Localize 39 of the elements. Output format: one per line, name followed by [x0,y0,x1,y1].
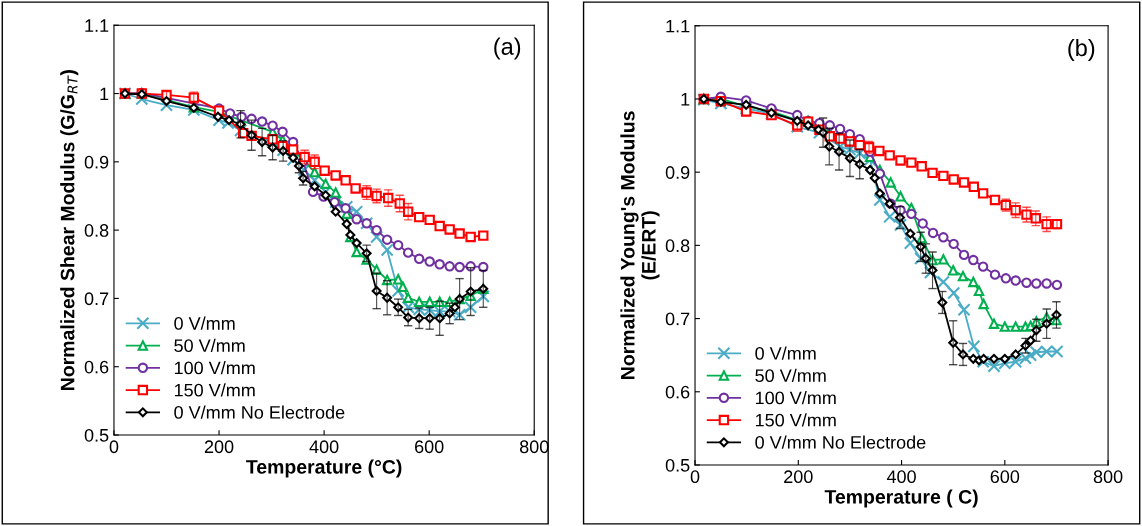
y-tick-label: 0.5 [84,428,109,442]
x-tick-label: 600 [990,470,1020,484]
x-tick-label: 400 [309,440,339,454]
y-tick-label: 0.5 [665,458,690,472]
x-tick-label: 0 [109,440,119,454]
y-tick-label: 0.6 [84,360,109,374]
y-tick-label: 1.1 [85,19,109,32]
legend-label: 0 V/mm No Electrode [174,405,345,419]
y-tick-label: 0.8 [665,239,690,253]
x-tick-label: 200 [204,440,234,454]
legend-label: 100 V/mm [174,361,255,375]
annotation: (a) [494,37,521,60]
y-tick-label: 0.8 [84,224,109,237]
legend-label: 100 V/mm [755,391,836,405]
y-tick-label: 0.9 [84,155,109,169]
y-tick-label: 1 [681,93,690,106]
x-tick-label: 600 [415,440,444,454]
y-tick-label: 1.1 [666,19,690,33]
y-tick-label: 1 [100,87,109,101]
legend-label: 50 V/mm [174,338,245,353]
legend-label: 0 V/mm [174,316,235,330]
legend-label: 50 V/mm [755,368,826,383]
y-tick-label: 0.7 [84,292,109,306]
x-tick-label: 400 [886,470,916,484]
y-axis-title: Normalized Shear Modulus (G/G$_{RT}$) [60,70,79,390]
x-axis-title: Temperature ( C) [824,489,978,508]
legend-label: 0 V/mm No Electrode [755,435,926,449]
x-axis-title: Temperature (°C) [246,459,402,478]
annotation: (b) [1068,38,1095,61]
y-tick-label: 0.9 [665,166,690,179]
x-tick-label: 200 [784,470,813,484]
x-tick-label: 800 [1093,470,1123,484]
y-tick-label: 0.7 [665,312,690,326]
x-tick-label: 0 [690,470,700,484]
y-tick-label: 0.6 [665,385,690,399]
legend-label: 150 V/mm [174,383,255,397]
legend-label: 0 V/mm [755,346,816,360]
y-axis-title: Normalized Young's Modulus (E/ERT) [620,111,660,379]
legend-label: 150 V/mm [755,413,836,427]
